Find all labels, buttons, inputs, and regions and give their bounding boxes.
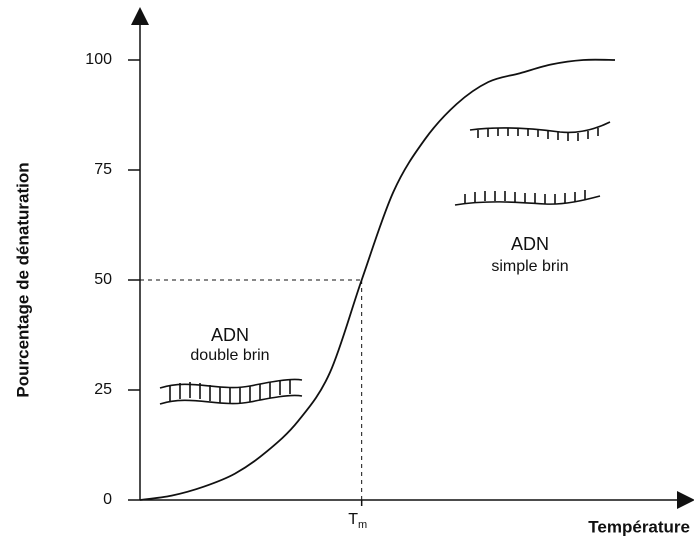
curve <box>140 60 615 500</box>
y-tick-label: 0 <box>103 491 112 508</box>
chart: Pourcentage de dénaturation Température … <box>0 0 694 543</box>
y-tick-label: 100 <box>85 51 112 68</box>
x-tick-label: Tm <box>348 511 367 531</box>
y-tick-label: 25 <box>94 381 112 398</box>
y-tick-label: 50 <box>94 271 112 288</box>
annotation: double brin <box>190 347 269 364</box>
single-strand-icon <box>455 122 610 205</box>
annotation: simple brin <box>491 258 568 275</box>
y-tick-label: 75 <box>94 161 112 178</box>
y-axis-title: Pourcentage de dénaturation <box>13 162 32 397</box>
double-strand-icon <box>160 379 302 404</box>
x-axis-title: Température <box>588 517 690 536</box>
annotation: ADN <box>211 325 249 345</box>
annotation: ADN <box>511 234 549 254</box>
